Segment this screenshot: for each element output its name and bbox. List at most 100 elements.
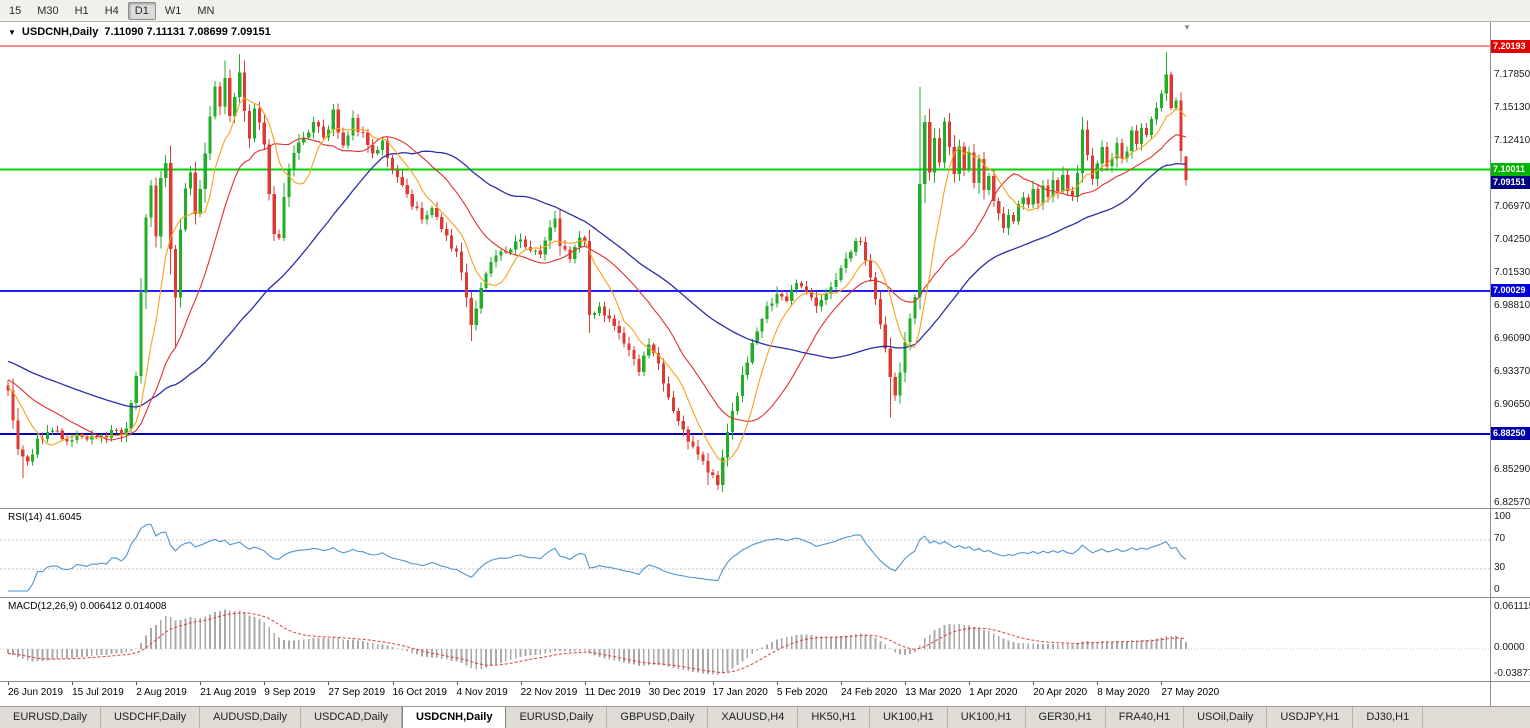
timeframe-button-h1[interactable]: H1 [74, 4, 89, 17]
rsi-axis-label: 100 [1494, 511, 1511, 522]
chart-tab-usdcnh[interactable]: USDCNH,Daily [402, 707, 507, 728]
timeframe-button-d1[interactable]: D1 [127, 1, 156, 20]
ma-medium-line [7, 134, 1187, 441]
chart-shift-marker-icon[interactable]: ▼ [1183, 23, 1191, 32]
macd-histogram [7, 609, 1187, 675]
timeframe-toolbar: 15 M30 H1 H4 D1 W1 MN [0, 0, 1530, 22]
chart-window: ▼ USDCNH,Daily 7.11090 7.11131 7.08699 7… [0, 22, 1530, 706]
time-axis-label: 24 Feb 2020 [841, 687, 898, 698]
time-axis[interactable]: 26 Jun 2019 15 Jul 2019 2 Aug 2019 21 Aug 2… [0, 681, 1490, 706]
macd-axis-label: 0.0000 [1494, 642, 1525, 653]
chart-tab-usoil[interactable]: USOil,Daily [1184, 707, 1268, 728]
time-axis-tick [1097, 682, 1099, 685]
time-axis-tick [8, 682, 9, 685]
time-axis-label: 15 Jul 2019 [72, 687, 124, 698]
chart-title: ▼ USDCNH,Daily 7.11090 7.11131 7.08699 7… [8, 26, 271, 38]
price-level-tag: 7.09151 [1491, 176, 1530, 190]
time-axis-label: 2 Aug 2019 [136, 687, 187, 698]
time-axis-tick [1161, 682, 1163, 685]
axis-separator [1491, 597, 1530, 598]
time-axis-label: 27 Sep 2019 [328, 687, 386, 698]
time-axis-label: 26 Jun 2019 [8, 687, 64, 698]
chart-tab-usdchf[interactable]: USDCHF,Daily [101, 707, 201, 728]
ma-fast-line [7, 97, 1187, 463]
chart-tab-xauusd[interactable]: XAUUSD,H4 [708, 707, 799, 728]
chart-tab-usdjpy[interactable]: USDJPY,H1 [1267, 707, 1354, 728]
price-axis-label: 7.04250 [1494, 233, 1530, 245]
chart-tab-uk100[interactable]: UK100,H1 [870, 707, 948, 728]
time-axis-tick [392, 682, 394, 685]
time-axis-label: 27 May 2020 [1161, 687, 1220, 698]
time-axis-tick [520, 682, 522, 685]
axis-separator [1491, 508, 1530, 509]
price-axis[interactable]: 7.17850 7.15130 7.12410 7.06970 7.04250 7.015… [1490, 22, 1530, 706]
price-level-tag: 6.88250 [1491, 427, 1530, 441]
time-axis-label: 4 Nov 2019 [456, 687, 508, 698]
timeframe-button-15[interactable]: 15 [9, 4, 22, 17]
macd-panel[interactable]: MACD(12,26,9) 0.006412 0.014008 [0, 597, 1490, 681]
time-axis-tick [969, 682, 971, 685]
symbol-collapse-icon[interactable]: ▼ [8, 27, 16, 37]
chart-tab-dj30[interactable]: DJ30,H1 [1353, 707, 1424, 728]
chart-tab-uk100[interactable]: UK100,H1 [948, 707, 1026, 728]
time-axis-label: 20 Apr 2020 [1033, 687, 1088, 698]
time-axis-label: 21 Aug 2019 [200, 687, 257, 698]
chart-tab-gbpusd[interactable]: GBPUSD,Daily [607, 707, 709, 728]
time-axis-label: 30 Dec 2019 [648, 687, 706, 698]
macd-axis-label: -0.03877 [1494, 668, 1530, 679]
chart-tab-hk50[interactable]: HK50,H1 [798, 707, 870, 728]
chart-tab-eurusd[interactable]: EURUSD,Daily [0, 707, 101, 728]
price-axis-label: 6.98810 [1494, 299, 1530, 311]
chart-ohlc-values: 7.11090 7.11131 7.08699 7.09151 [104, 26, 271, 38]
chart-tab-fra40[interactable]: FRA40,H1 [1106, 707, 1185, 728]
time-axis-tick [841, 682, 842, 685]
chart-tab-audusd[interactable]: AUDUSD,Daily [200, 707, 302, 728]
price-axis-label: 6.90650 [1494, 398, 1530, 410]
time-axis-tick [712, 682, 714, 685]
price-axis-label: 7.01530 [1494, 266, 1530, 278]
chart-tab-eurusd[interactable]: EURUSD,Daily [506, 707, 608, 728]
ma-slow-line [7, 150, 1187, 408]
price-axis-label: 7.15130 [1494, 101, 1530, 113]
timeframe-button-mn[interactable]: MN [197, 4, 215, 17]
timeframe-button-w1[interactable]: W1 [164, 4, 182, 17]
time-axis-tick [648, 682, 650, 685]
price-axis-label: 7.06970 [1494, 200, 1530, 212]
time-axis-label: 17 Jan 2020 [712, 687, 768, 698]
time-axis-tick [200, 682, 202, 685]
time-axis-label: 9 Sep 2019 [264, 687, 316, 698]
chart-tab-bar: EURUSD,Daily USDCHF,Daily AUDUSD,Daily USDC… [0, 706, 1530, 728]
price-axis-label: 6.85290 [1494, 463, 1530, 475]
rsi-axis-label: 30 [1494, 562, 1506, 574]
time-axis-tick [456, 682, 458, 685]
macd-signal-line [7, 612, 1187, 674]
price-axis-label: 6.93370 [1494, 365, 1530, 377]
main-chart-panel[interactable]: ▼ USDCNH,Daily 7.11090 7.11131 7.08699 7… [0, 22, 1490, 508]
timeframe-button-h4[interactable]: H4 [104, 4, 119, 17]
axis-separator [1491, 681, 1530, 682]
time-axis-label: 22 Nov 2019 [520, 687, 578, 698]
price-axis-label: 6.96090 [1494, 332, 1530, 344]
price-level-tag: 7.20193 [1491, 39, 1530, 53]
chart-tab-ger30[interactable]: GER30,H1 [1026, 707, 1106, 728]
time-axis-tick [776, 682, 778, 685]
time-axis-label: 11 Dec 2019 [584, 687, 641, 698]
horizontal-level-lines [0, 45, 1490, 435]
macd-chart [0, 609, 1490, 675]
time-axis-tick [136, 682, 138, 685]
chart-tab-usdcad[interactable]: USDCAD,Daily [301, 707, 403, 728]
candlestick-series [6, 52, 1188, 493]
time-axis-label: 8 May 2020 [1097, 687, 1150, 698]
time-axis-tick [905, 682, 907, 685]
rsi-line [8, 523, 1187, 592]
rsi-axis-label: 70 [1494, 532, 1506, 544]
time-axis-tick [1033, 682, 1035, 685]
time-axis-label: 5 Feb 2020 [776, 687, 828, 698]
rsi-chart [0, 523, 1490, 592]
macd-indicator-label: MACD(12,26,9) 0.006412 0.014008 [8, 601, 167, 612]
macd-axis-label: 0.061115 [1494, 601, 1530, 612]
time-axis-tick [264, 682, 266, 685]
timeframe-button-m30[interactable]: M30 [37, 4, 59, 17]
price-axis-label: 7.12410 [1494, 134, 1530, 146]
rsi-panel[interactable]: RSI(14) 41.6045 [0, 508, 1490, 597]
